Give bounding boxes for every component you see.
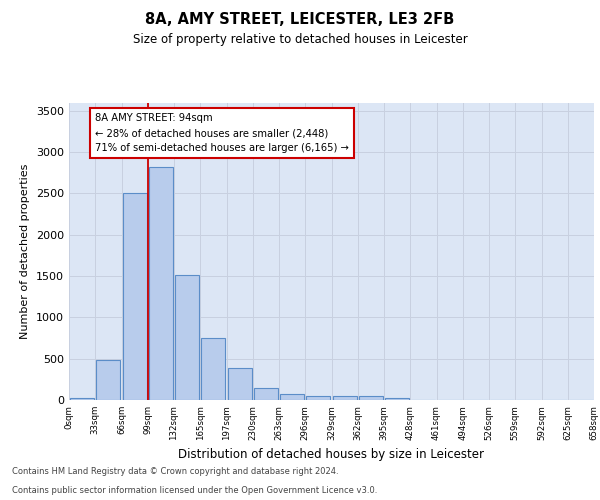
- Bar: [306, 396, 331, 400]
- Bar: [280, 394, 304, 400]
- Bar: [227, 368, 252, 400]
- Text: 8A, AMY STREET, LEICESTER, LE3 2FB: 8A, AMY STREET, LEICESTER, LE3 2FB: [145, 12, 455, 28]
- Bar: [332, 396, 356, 400]
- Bar: [202, 338, 226, 400]
- X-axis label: Distribution of detached houses by size in Leicester: Distribution of detached houses by size …: [179, 448, 485, 461]
- Text: Contains public sector information licensed under the Open Government Licence v3: Contains public sector information licen…: [12, 486, 377, 495]
- Text: Contains HM Land Registry data © Crown copyright and database right 2024.: Contains HM Land Registry data © Crown c…: [12, 467, 338, 476]
- Text: Size of property relative to detached houses in Leicester: Size of property relative to detached ho…: [133, 32, 467, 46]
- Bar: [122, 192, 147, 400]
- Bar: [96, 360, 121, 400]
- Text: 8A AMY STREET: 94sqm
← 28% of detached houses are smaller (2,448)
71% of semi-de: 8A AMY STREET: 94sqm ← 28% of detached h…: [95, 113, 349, 153]
- Bar: [254, 388, 278, 400]
- Bar: [385, 398, 409, 400]
- Bar: [149, 167, 173, 400]
- Y-axis label: Number of detached properties: Number of detached properties: [20, 164, 31, 339]
- Bar: [70, 398, 94, 400]
- Bar: [175, 275, 199, 400]
- Bar: [359, 396, 383, 400]
